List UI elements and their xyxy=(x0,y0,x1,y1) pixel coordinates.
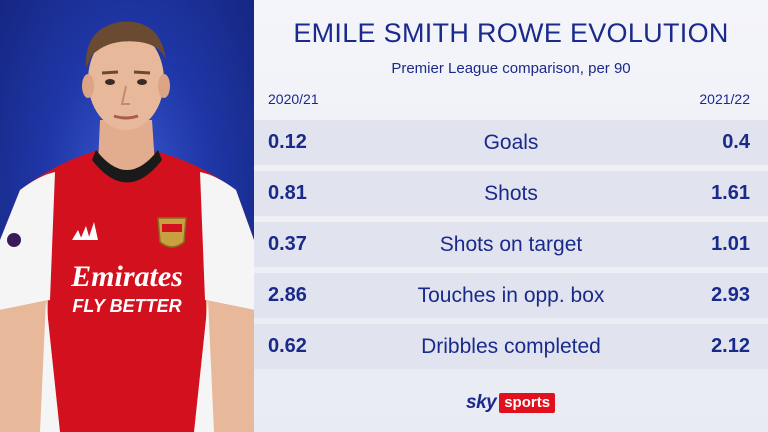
stat-label: Dribbles completed xyxy=(421,335,601,358)
stat-label: Shots on target xyxy=(439,233,583,256)
arsenal-crest-icon xyxy=(157,217,187,248)
stat-right-value: 0.4 xyxy=(722,131,750,153)
shirt-sponsor-line2: FLY BETTER xyxy=(72,296,181,316)
sky-sports-logo: sky sports xyxy=(466,392,556,414)
stat-left-value: 0.37 xyxy=(268,233,307,255)
shirt-right-sleeve xyxy=(200,172,254,310)
league-badge-icon xyxy=(7,233,21,247)
collar xyxy=(92,150,162,183)
neck xyxy=(98,120,155,175)
stats-table: 0.12 Goals 0.4 0.81 Shots 1.61 0.37 Shot… xyxy=(254,120,768,375)
stat-left-value: 0.62 xyxy=(268,335,307,357)
hair xyxy=(85,21,166,68)
shirt-left-sleeve xyxy=(0,172,55,310)
shirt-body xyxy=(0,150,254,432)
stats-panel: EMILE SMITH ROWE EVOLUTION Premier Leagu… xyxy=(254,0,768,432)
adidas-logo-icon xyxy=(72,222,98,240)
stat-row-touches-opp-box: 2.86 Touches in opp. box 2.93 xyxy=(254,273,768,318)
stat-right-value: 2.93 xyxy=(711,284,750,306)
head xyxy=(88,30,164,130)
player-photo: Emirates FLY BETTER xyxy=(0,21,254,432)
page-subtitle: Premier League comparison, per 90 xyxy=(391,60,631,77)
stat-label: Shots xyxy=(484,182,538,205)
stat-row-shots-on-target: 0.37 Shots on target 1.01 xyxy=(254,222,768,267)
season-left-label: 2020/21 xyxy=(268,91,319,107)
stat-left-value: 2.86 xyxy=(268,284,307,306)
shirt-sponsor-line1: Emirates xyxy=(70,260,183,293)
player-photo-panel: Emirates FLY BETTER xyxy=(0,0,254,432)
stat-row-goals: 0.12 Goals 0.4 xyxy=(254,120,768,165)
season-right-label: 2021/22 xyxy=(699,91,750,107)
stat-label: Goals xyxy=(483,131,539,154)
stat-right-value: 1.01 xyxy=(711,233,750,255)
sports-logo-text: sports xyxy=(499,393,556,413)
stat-right-value: 1.61 xyxy=(711,182,750,204)
right-arm xyxy=(206,300,254,432)
stat-label: Touches in opp. box xyxy=(417,284,605,307)
page-title: EMILE SMITH ROWE EVOLUTION xyxy=(293,18,729,48)
sky-logo-text: sky xyxy=(466,392,497,413)
stat-row-dribbles-completed: 0.62 Dribbles completed 2.12 xyxy=(254,324,768,369)
stat-left-value: 0.81 xyxy=(268,182,307,204)
stat-right-value: 2.12 xyxy=(711,335,750,357)
stat-row-shots: 0.81 Shots 1.61 xyxy=(254,171,768,216)
stat-left-value: 0.12 xyxy=(268,131,307,153)
left-arm xyxy=(0,300,48,432)
